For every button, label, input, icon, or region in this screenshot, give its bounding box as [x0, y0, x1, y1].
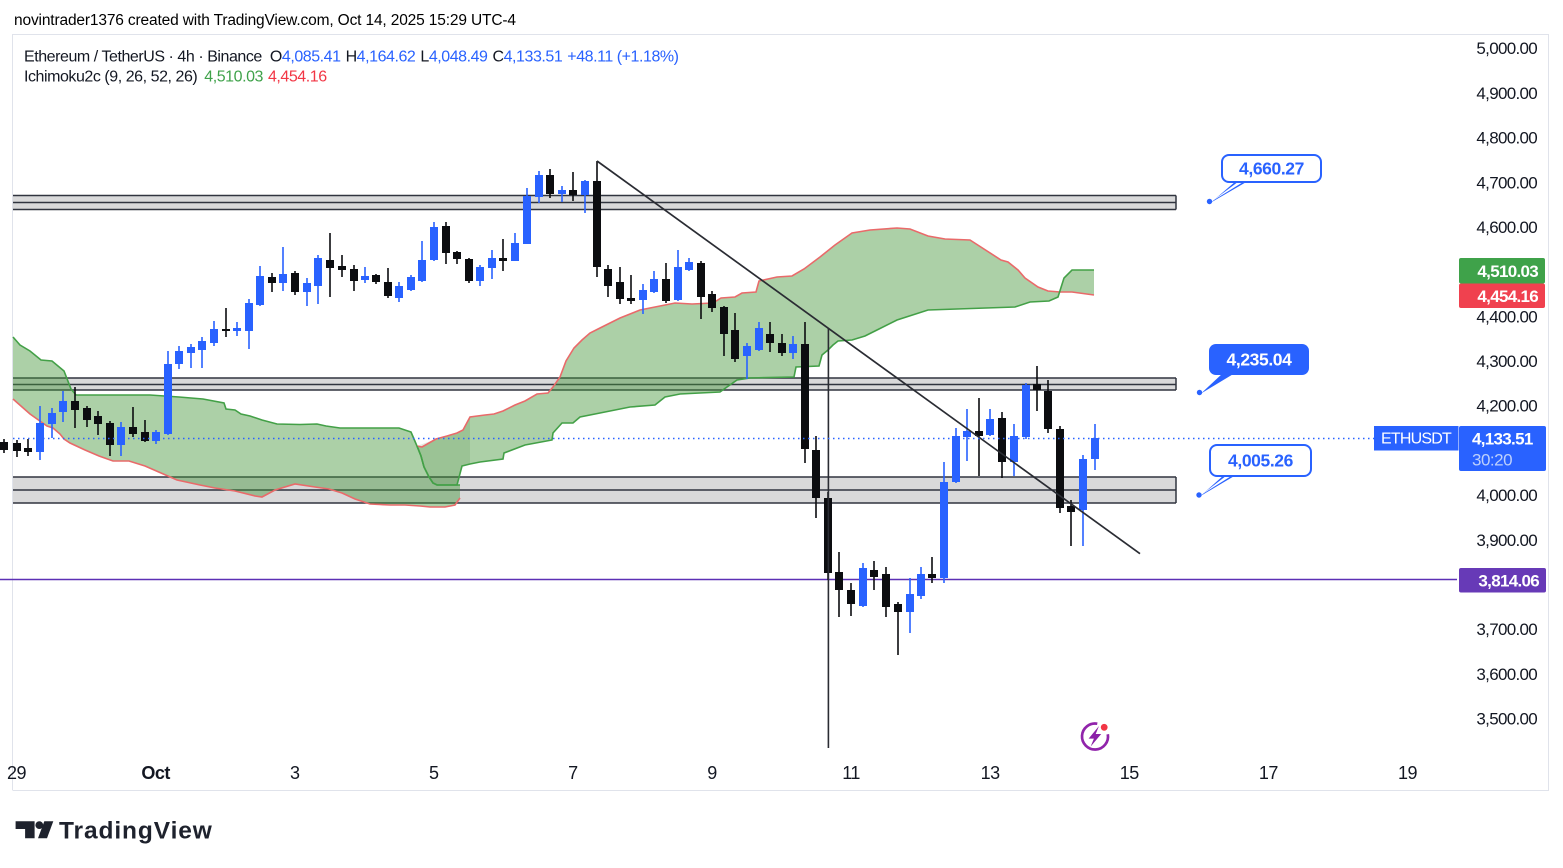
- svg-text:Ichimoku2c (9, 26, 52, 26) 4,5: Ichimoku2c (9, 26, 52, 26) 4,510.03 4,454…: [24, 69, 327, 86]
- svg-text:4,700.00: 4,700.00: [1476, 173, 1537, 192]
- svg-text:4,900.00: 4,900.00: [1476, 84, 1537, 103]
- svg-text:4,660.27: 4,660.27: [1239, 159, 1304, 179]
- svg-text:5: 5: [429, 763, 439, 783]
- svg-text:Ethereum / TetherUS · 4h · Bin: Ethereum / TetherUS · 4h · Binance O4,08…: [24, 49, 679, 66]
- svg-text:4,800.00: 4,800.00: [1476, 129, 1537, 148]
- svg-text:3,900.00: 3,900.00: [1476, 531, 1537, 550]
- svg-text:4,200.00: 4,200.00: [1476, 397, 1537, 416]
- svg-text:29: 29: [7, 763, 27, 783]
- svg-text:Oct: Oct: [141, 763, 170, 783]
- svg-text:4,600.00: 4,600.00: [1476, 218, 1537, 237]
- svg-text:4,300.00: 4,300.00: [1476, 352, 1537, 371]
- svg-text:9: 9: [707, 763, 717, 783]
- svg-text:17: 17: [1259, 763, 1279, 783]
- svg-text:4,235.04: 4,235.04: [1227, 350, 1293, 370]
- svg-text:4,454.16: 4,454.16: [1477, 287, 1538, 306]
- svg-text:3,500.00: 3,500.00: [1476, 710, 1537, 729]
- svg-text:novintrader1376 created with T: novintrader1376 created with TradingView…: [14, 12, 516, 29]
- svg-text:5,000.00: 5,000.00: [1476, 39, 1537, 58]
- svg-text:4,510.03: 4,510.03: [1477, 262, 1538, 281]
- svg-text:4,400.00: 4,400.00: [1476, 307, 1537, 326]
- svg-text:13: 13: [981, 763, 1001, 783]
- svg-text:4,000.00: 4,000.00: [1476, 486, 1537, 505]
- svg-text:3,700.00: 3,700.00: [1476, 620, 1537, 639]
- svg-text:ETHUSDT: ETHUSDT: [1381, 431, 1452, 448]
- svg-text:3,814.06: 3,814.06: [1478, 571, 1539, 590]
- svg-text:19: 19: [1398, 763, 1418, 783]
- svg-text:11: 11: [842, 763, 860, 783]
- svg-text:4,133.51: 4,133.51: [1472, 430, 1533, 449]
- svg-text:30:20: 30:20: [1472, 451, 1512, 470]
- svg-text:4,005.26: 4,005.26: [1228, 451, 1294, 471]
- svg-text:TradingView: TradingView: [59, 818, 213, 845]
- svg-text:15: 15: [1120, 763, 1140, 783]
- svg-text:3,600.00: 3,600.00: [1476, 665, 1537, 684]
- svg-text:7: 7: [568, 763, 578, 783]
- svg-text:3: 3: [290, 763, 300, 783]
